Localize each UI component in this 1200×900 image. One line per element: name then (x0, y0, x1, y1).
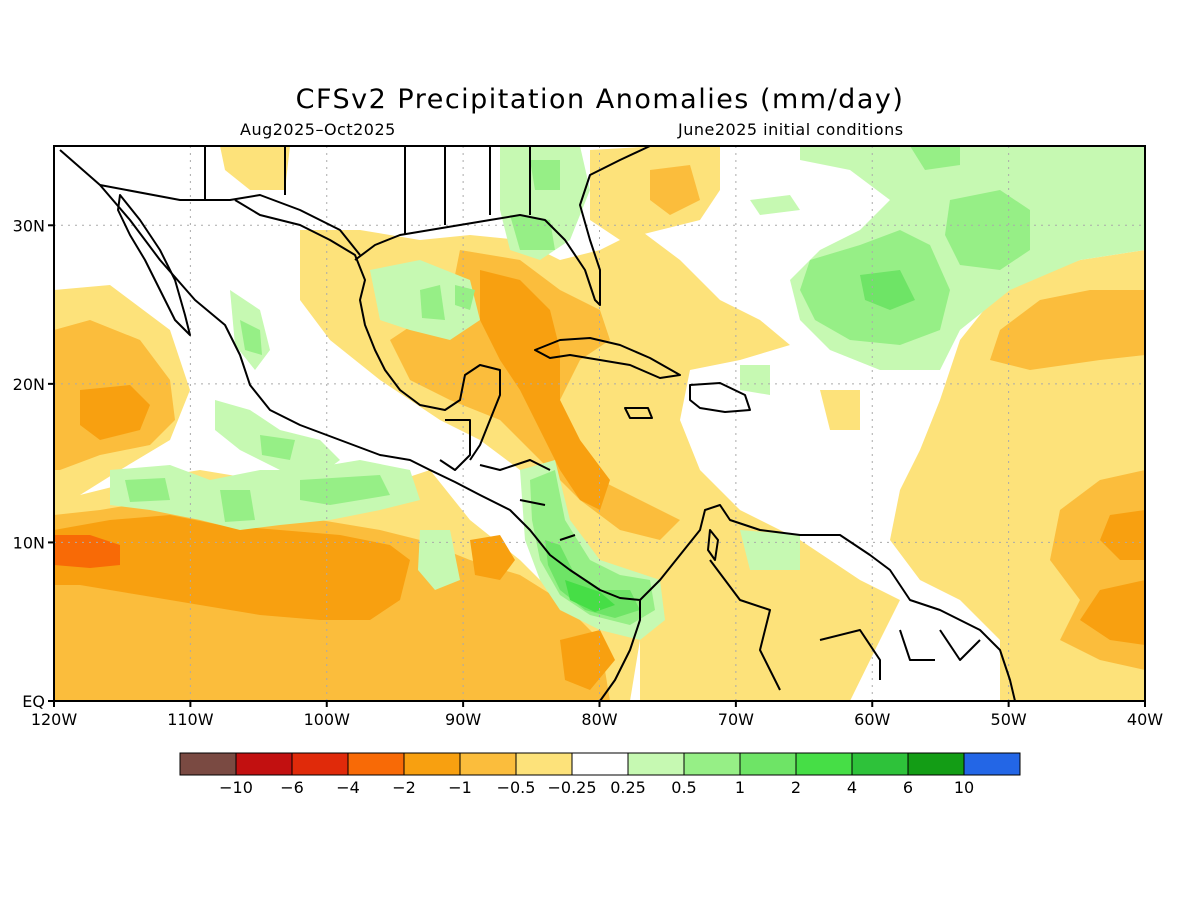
colorbar-swatch (179, 752, 237, 776)
dry-strong-caribbean (480, 270, 610, 510)
dry-region-north-atlantic (820, 390, 860, 430)
colorbar-label: −10 (219, 778, 253, 797)
colorbar-label: 6 (903, 778, 913, 797)
border-us-states (204, 146, 531, 235)
wet-strong-panama (545, 540, 640, 618)
forecast-period: Aug2025–Oct2025 (240, 120, 396, 139)
border-guatemala (439, 419, 471, 471)
wet-mid-atlantic-north (945, 190, 1030, 270)
wet-mid-mexico (240, 320, 262, 355)
coastline-gulf-mexico (234, 199, 501, 461)
dry-strong-colombia (560, 630, 615, 690)
dry-strong-pacific-west (80, 385, 150, 440)
coastline-baja (117, 194, 191, 336)
colorbar-swatch (627, 752, 685, 776)
wet-mid-pacific-2 (220, 490, 255, 522)
colorbar-label: 2 (791, 778, 801, 797)
map-title: CFSv2 Precipitation Anomalies (mm/day) (295, 84, 905, 115)
colorbar-label: −0.25 (547, 778, 596, 797)
lat-tick-label: EQ (22, 692, 45, 711)
colorbar-swatch (739, 752, 797, 776)
border-us-mexico (99, 184, 361, 256)
colorbar-swatch (795, 752, 853, 776)
colorbar-label: 10 (954, 778, 974, 797)
lon-tick-label: 40W (1127, 710, 1163, 729)
colorbar-label: 4 (847, 778, 857, 797)
dry-mid-atlantic (990, 290, 1145, 370)
colorbar-swatch (851, 752, 909, 776)
wet-mid-atlantic-top (910, 146, 960, 170)
lat-tick-label: 20N (13, 375, 45, 394)
colorbar-swatch (347, 752, 405, 776)
colorbar-label: −4 (336, 778, 360, 797)
wet-mid-pacific-1 (125, 478, 170, 502)
colorbar-swatch (235, 752, 293, 776)
colorbar-swatch (459, 752, 517, 776)
wet-max-panama (565, 580, 615, 612)
anomaly-field (54, 146, 1145, 701)
colorbar-swatch (571, 752, 629, 776)
lon-tick-label: 80W (581, 710, 617, 729)
border-central-america (479, 459, 576, 541)
wet-mid-southeast-us (510, 215, 555, 250)
border-south-america (709, 559, 981, 691)
lon-tick-label: 110W (167, 710, 214, 729)
wet-region-caribbean-south (740, 530, 800, 570)
colorbar-label: −0.5 (497, 778, 536, 797)
lon-tick-label: 60W (854, 710, 890, 729)
initial-conditions: June2025 initial conditions (678, 120, 904, 139)
coastlines (59, 146, 1016, 701)
latitude-labels: EQ 10N 20N 30N (13, 216, 54, 711)
coastline-us-gulf (354, 146, 651, 306)
colorbar-label: −1 (448, 778, 472, 797)
lat-tick-label: 30N (13, 216, 45, 235)
coastline-cuba (534, 337, 681, 379)
colorbar-swatch (683, 752, 741, 776)
wet-mid-pacific-3 (300, 475, 390, 505)
wet-region-bahamas (740, 365, 770, 395)
wet-region-nicaragua-offshore (418, 530, 460, 590)
wet-region-florida-keys (750, 195, 800, 215)
lon-tick-label: 100W (304, 710, 351, 729)
dry-strong-atlantic-se (1080, 580, 1145, 645)
colorbar-label: −6 (280, 778, 304, 797)
coastline-south-america (639, 504, 1016, 701)
wet-strong-atlantic (860, 270, 915, 310)
lon-tick-label: 50W (991, 710, 1027, 729)
longitude-labels: 120W 110W 100W 90W 80W 70W 60W 50W 40W (31, 701, 1163, 729)
lon-tick-label: 70W (718, 710, 754, 729)
dry-mid-florida (650, 165, 700, 215)
colorbar-label: 0.5 (671, 778, 696, 797)
colorbar-label: −2 (392, 778, 416, 797)
colorbar-labels: −10 −6 −4 −2 −1 −0.5 −0.25 0.25 0.5 1 2 4 6 10 (219, 778, 974, 797)
colorbar-label: 0.25 (610, 778, 646, 797)
wet-mid-se-us-2 (530, 160, 560, 190)
lon-tick-label: 90W (445, 710, 481, 729)
colorbar-swatch (907, 752, 965, 776)
dry-strong-pacific (54, 515, 410, 620)
lon-tick-label: 120W (31, 710, 78, 729)
wet-mid-pacific-4 (260, 435, 295, 460)
dry-strong-costa-rica (470, 535, 515, 580)
colorbar-label: 1 (735, 778, 745, 797)
colorbar (179, 752, 1021, 776)
colorbar-swatch (403, 752, 461, 776)
dry-max-pacific (54, 535, 120, 568)
coastline-mexico-pacific (59, 149, 641, 701)
coastline-jamaica (624, 407, 653, 419)
colorbar-swatch (515, 752, 573, 776)
colorbar-swatch (291, 752, 349, 776)
coastline-lake-maracaibo (707, 529, 719, 561)
lat-tick-label: 10N (13, 533, 45, 552)
colorbar-swatch (963, 752, 1021, 776)
wet-mid-gulf-2 (455, 285, 475, 310)
dry-region-north-mexico (220, 146, 290, 190)
dry-strong-atlantic (1100, 510, 1145, 560)
wet-mid-gulf (420, 285, 445, 320)
coastline-hispaniola (689, 382, 751, 413)
